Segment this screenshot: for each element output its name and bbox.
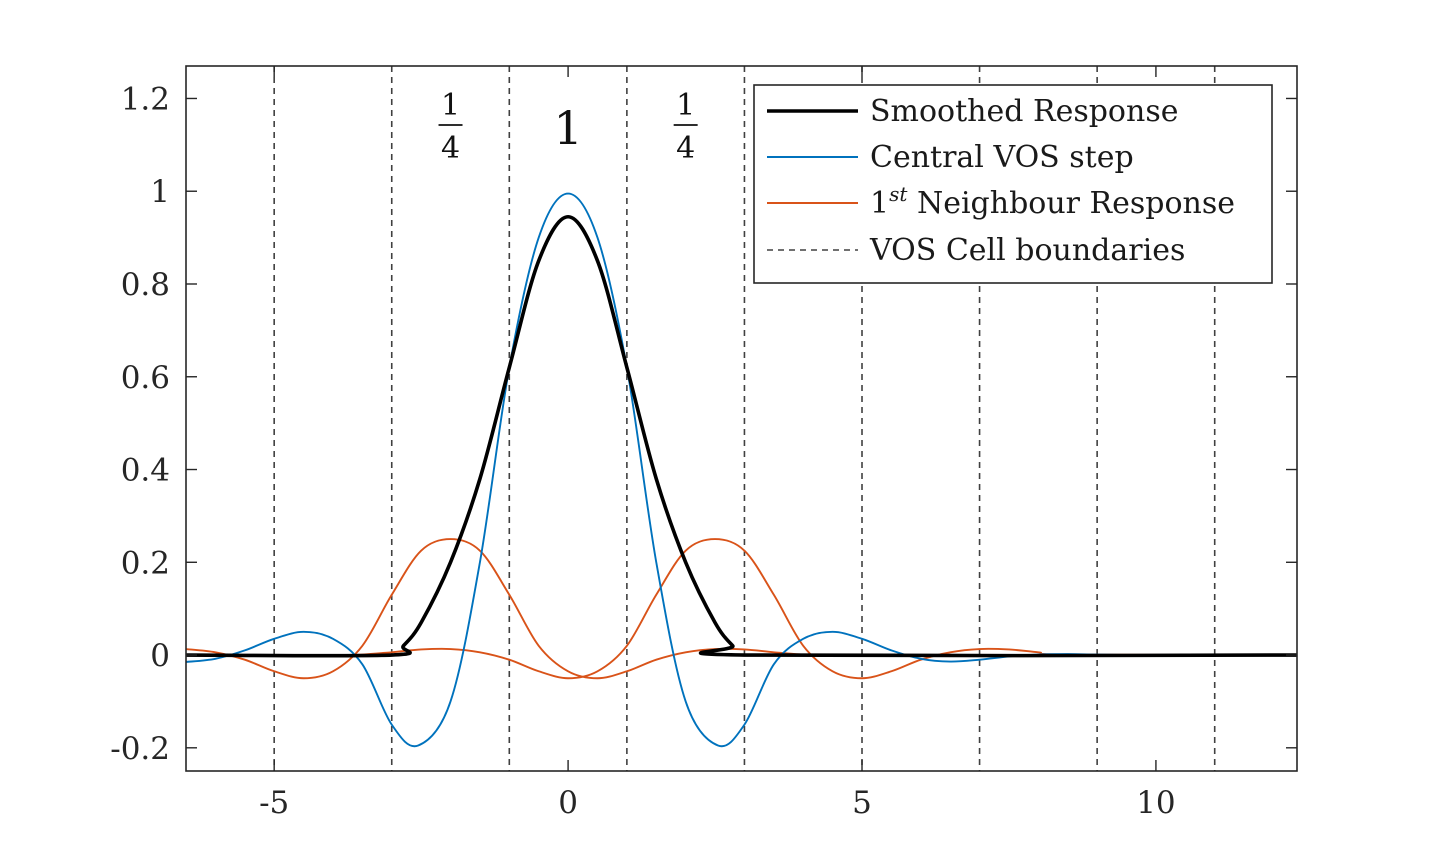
y-tick-label: 1 (150, 174, 170, 210)
x-tick-label: 0 (558, 785, 578, 821)
x-tick-label: 10 (1136, 785, 1175, 821)
annotations: 1 4 1 1 4 (438, 88, 698, 166)
y-tick-label: 0.6 (121, 360, 170, 396)
series-smoothed (185, 214, 1298, 658)
legend-label-3: VOS Cell boundaries (869, 233, 1185, 268)
annotation-text: 1 (553, 101, 582, 155)
axes-box (185, 65, 1298, 772)
y-tick-label: 1.2 (121, 81, 170, 117)
annotation-denominator: 4 (441, 131, 460, 166)
x-tick-label: 5 (852, 785, 872, 821)
y-tick-label: 0 (150, 638, 170, 674)
y-tick-label: -0.2 (110, 731, 170, 767)
legend-label-2: 1st Neighbour Response (870, 182, 1235, 221)
axes: -5 0 5 10 -0.2 0 0.2 0.4 0.6 0.8 1 1.2 (110, 65, 1298, 821)
legend-box (753, 84, 1273, 284)
series-neighbour-right (185, 538, 1298, 680)
annotation-numerator: 1 (441, 88, 460, 123)
series-lines (185, 192, 1298, 748)
legend: Smoothed Response Central VOS step 1st Nei… (753, 84, 1273, 284)
legend-label-1: Central VOS step (870, 140, 1134, 175)
annotation-numerator: 1 (676, 88, 695, 123)
legend-label-0: Smoothed Response (870, 94, 1178, 129)
y-tick-label: 0.2 (121, 545, 170, 581)
annotation-denominator: 4 (676, 131, 695, 166)
x-tick-label: -5 (259, 785, 289, 821)
y-tick-label: 0.4 (121, 453, 170, 489)
y-tick-label: 0.8 (121, 267, 170, 303)
